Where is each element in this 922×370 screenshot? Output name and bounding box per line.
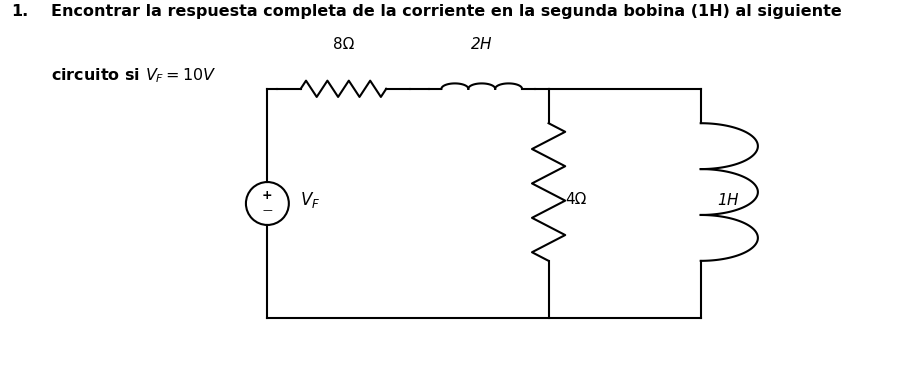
- Text: —: —: [263, 205, 272, 215]
- Text: $V_F$: $V_F$: [300, 190, 320, 210]
- Text: +: +: [262, 189, 273, 202]
- Text: circuito si $V_F = 10V$: circuito si $V_F = 10V$: [51, 67, 217, 85]
- Text: Encontrar la respuesta completa de la corriente en la segunda bobina (1H) al sig: Encontrar la respuesta completa de la co…: [51, 4, 842, 19]
- Text: 8Ω: 8Ω: [333, 37, 354, 52]
- Text: 2$H$: 2$H$: [470, 36, 493, 52]
- Text: 4Ω: 4Ω: [565, 192, 586, 207]
- Text: 1$H$: 1$H$: [717, 192, 740, 208]
- Text: 1.: 1.: [11, 4, 29, 19]
